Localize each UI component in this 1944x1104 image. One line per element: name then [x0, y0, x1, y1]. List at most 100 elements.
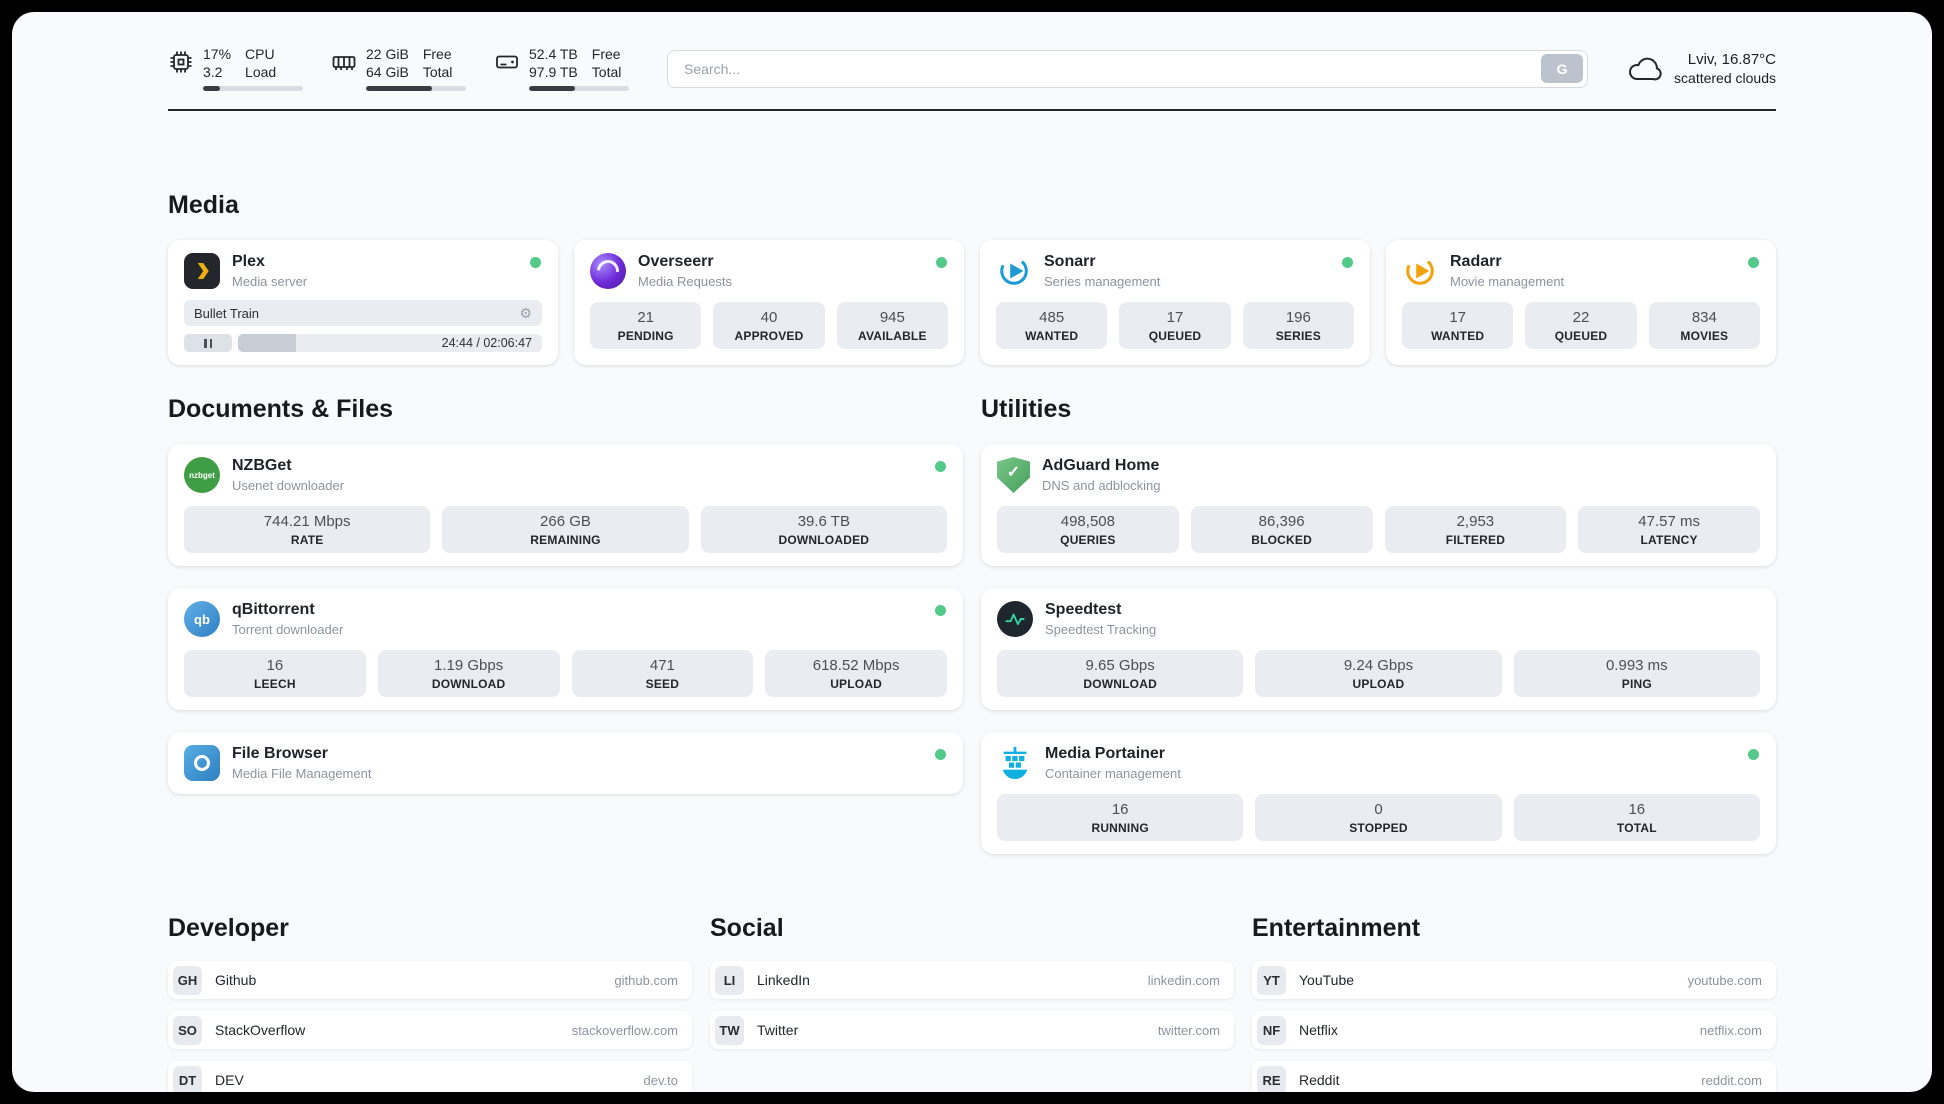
stats-row: 21 PENDING 40 APPROVED 945 AVAILABLE	[590, 302, 948, 349]
media-grid: Plex Media server Bullet Train ⚙	[168, 240, 1776, 365]
overseerr-icon	[590, 253, 626, 289]
stackoverflow-icon: SO	[173, 1015, 202, 1045]
app-subtitle: Media Requests	[638, 274, 732, 289]
app-subtitle: Series management	[1044, 274, 1161, 289]
app-subtitle: Container management	[1045, 766, 1181, 781]
section-developer: Developer GH Github github.com SO StackO…	[168, 914, 692, 1092]
stat-series: 196 SERIES	[1242, 302, 1354, 349]
filebrowser-icon	[184, 745, 220, 781]
disk-progress-bar	[529, 86, 629, 91]
stat-queries: 498,508 QUERIES	[997, 506, 1179, 553]
stat-seed: 471 SEED	[571, 650, 754, 697]
app-subtitle: Media File Management	[232, 766, 372, 781]
gear-icon[interactable]: ⚙	[519, 305, 532, 321]
plex-icon	[184, 253, 220, 289]
app-card-speedtest[interactable]: Speedtest Speedtest Tracking 9.65 Gbps D…	[981, 588, 1776, 710]
weather-widget[interactable]: Lviv, 16.87°C scattered clouds	[1626, 51, 1776, 86]
disk-free-label: Free	[591, 46, 621, 62]
social-section-title: Social	[710, 914, 784, 942]
app-name: File Browser	[232, 745, 329, 762]
app-card-adguard[interactable]: ✓ AdGuard Home DNS and adblocking 498,50…	[981, 444, 1776, 566]
app-card-overseerr[interactable]: Overseerr Media Requests 21 PENDING 40 A…	[574, 240, 964, 365]
section-documents: Documents & Files nzbget NZBGet Usenet d…	[168, 395, 963, 794]
header-bar: 17% 3.2 CPU Load	[168, 46, 1776, 91]
stat-upload: 618.52 Mbps UPLOAD	[765, 650, 947, 697]
pause-icon	[204, 338, 207, 348]
bookmark-github[interactable]: GH Github github.com	[168, 961, 692, 999]
app-card-filebrowser[interactable]: File Browser Media File Management	[168, 732, 963, 794]
disk-widget: 52.4 TB 97.9 TB Free Total	[494, 46, 629, 91]
disk-total-value: 97.9 TB	[529, 64, 578, 80]
bookmark-dev[interactable]: DT DEV dev.to	[168, 1061, 692, 1092]
adguard-icon: ✓	[997, 457, 1030, 493]
filebrowser-status-dot	[935, 749, 946, 760]
ram-free-label: Free	[422, 46, 452, 62]
stat-latency: 47.57 ms LATENCY	[1578, 506, 1760, 553]
ram-progress-bar	[366, 86, 466, 91]
cpu-icon	[170, 51, 192, 73]
bookmark-netflix[interactable]: NF Netflix netflix.com	[1252, 1011, 1776, 1049]
app-name: Overseerr	[638, 253, 714, 270]
bookmark-linkedin[interactable]: LI LinkedIn linkedin.com	[710, 961, 1234, 999]
disk-icon	[496, 55, 518, 69]
ram-free-value: 22 GiB	[366, 46, 409, 62]
pause-button[interactable]	[184, 334, 232, 352]
app-card-portainer[interactable]: Media Portainer Container management 16 …	[981, 732, 1776, 854]
ram-progress-fill	[366, 86, 432, 91]
radarr-status-dot	[1748, 257, 1759, 268]
qbittorrent-icon: qb	[184, 601, 220, 637]
weather-condition: scattered clouds	[1674, 70, 1776, 86]
app-subtitle: Movie management	[1450, 274, 1565, 289]
entertainment-section-title: Entertainment	[1252, 914, 1421, 942]
stat-wanted: 17 WANTED	[1402, 302, 1514, 349]
stat-downloaded: 39.6 TB DOWNLOADED	[700, 506, 947, 553]
stat-remaining: 266 GB REMAINING	[442, 506, 689, 553]
stat-wanted: 485 WANTED	[996, 302, 1108, 349]
now-playing-bar: Bullet Train ⚙	[184, 300, 542, 326]
search-engine-button[interactable]: G	[1541, 54, 1584, 83]
reddit-icon: RE	[1257, 1065, 1286, 1092]
ram-icon	[332, 56, 356, 70]
stat-total: 16 TOTAL	[1513, 794, 1760, 841]
app-subtitle: Torrent downloader	[232, 622, 344, 637]
search-bar: G	[667, 49, 1589, 88]
app-subtitle: DNS and adblocking	[1042, 478, 1161, 493]
cpu-load-value: 3.2	[203, 64, 223, 80]
developer-section-title: Developer	[168, 914, 289, 942]
seek-bar[interactable]: 24:44 / 02:06:47	[238, 334, 542, 352]
bookmark-reddit[interactable]: RE Reddit reddit.com	[1252, 1061, 1776, 1092]
stat-pending: 21 PENDING	[590, 302, 702, 349]
stat-queued: 22 QUEUED	[1525, 302, 1637, 349]
app-card-plex[interactable]: Plex Media server Bullet Train ⚙	[168, 240, 558, 365]
bookmark-youtube[interactable]: YT YouTube youtube.com	[1252, 961, 1776, 999]
section-entertainment: Entertainment YT YouTube youtube.com NF …	[1252, 914, 1776, 1092]
app-card-sonarr[interactable]: Sonarr Series management 485 WANTED 17 Q…	[980, 240, 1370, 365]
app-name: Sonarr	[1044, 253, 1096, 270]
stat-blocked: 86,396 BLOCKED	[1190, 506, 1373, 553]
app-card-radarr[interactable]: Radarr Movie management 17 WANTED 22 QUE…	[1386, 240, 1776, 365]
search-input[interactable]	[672, 60, 1542, 77]
app-card-qbittorrent[interactable]: qb qBittorrent Torrent downloader 16 LEE…	[168, 588, 963, 710]
stats-row: 9.65 Gbps DOWNLOAD 9.24 Gbps UPLOAD 0.99…	[997, 650, 1760, 697]
ram-total-value: 64 GiB	[366, 64, 409, 80]
disk-total-label: Total	[591, 64, 622, 80]
netflix-icon: NF	[1257, 1015, 1286, 1045]
bookmark-stackoverflow[interactable]: SO StackOverflow stackoverflow.com	[168, 1011, 692, 1049]
stats-row: 16 RUNNING 0 STOPPED 16 TOTAL	[997, 794, 1760, 841]
stat-running: 16 RUNNING	[997, 794, 1244, 841]
usage-widgets: 17% 3.2 CPU Load	[168, 46, 629, 91]
disk-progress-fill	[529, 86, 575, 91]
ram-total-label: Total	[422, 64, 453, 80]
app-name: Radarr	[1450, 253, 1502, 270]
plex-status-dot	[530, 257, 541, 268]
cloud-icon	[1629, 57, 1662, 80]
app-name: Plex	[232, 253, 265, 270]
utilities-section-title: Utilities	[981, 395, 1072, 423]
youtube-icon: YT	[1257, 965, 1286, 995]
stats-row: 485 WANTED 17 QUEUED 196 SERIES	[996, 302, 1354, 349]
section-social: Social LI LinkedIn linkedin.com TW Twitt…	[710, 914, 1234, 1049]
cpu-widget: 17% 3.2 CPU Load	[168, 46, 303, 91]
bookmark-twitter[interactable]: TW Twitter twitter.com	[710, 1011, 1234, 1049]
app-card-nzbget[interactable]: nzbget NZBGet Usenet downloader 744.21 M…	[168, 444, 963, 566]
stat-queued: 17 QUEUED	[1119, 302, 1231, 349]
